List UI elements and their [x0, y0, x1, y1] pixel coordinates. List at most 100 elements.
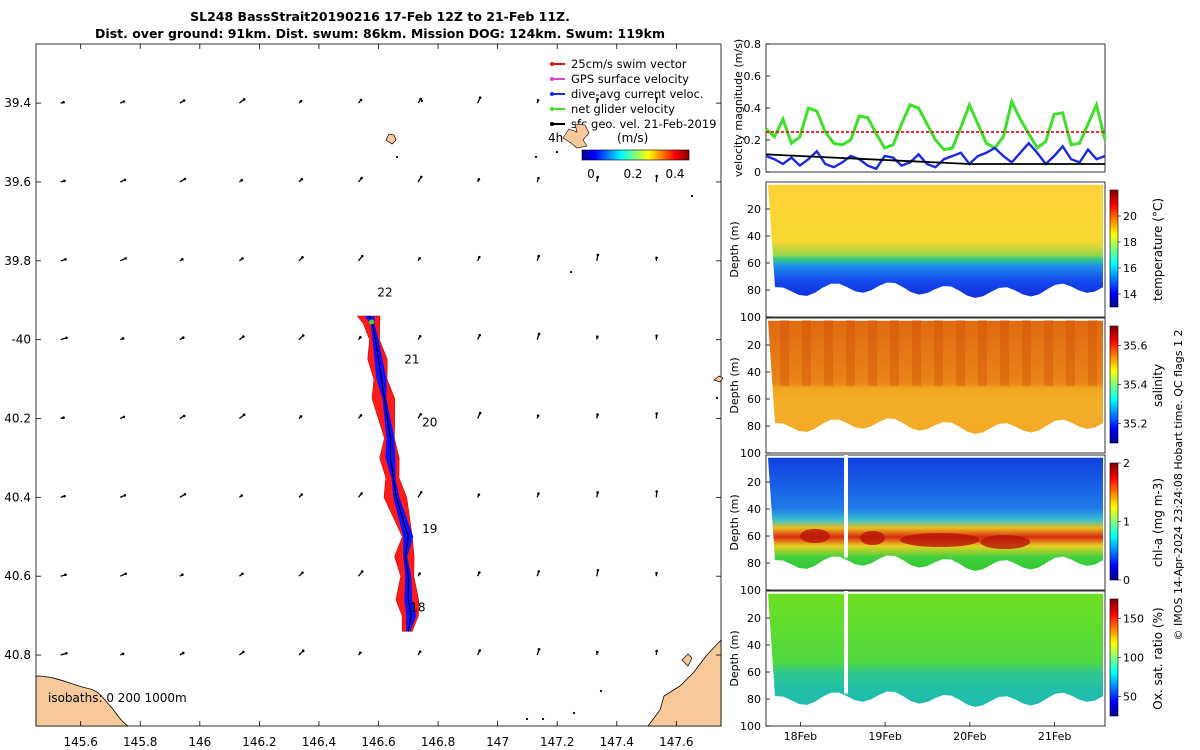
- legend-swatch-head: [550, 92, 554, 96]
- chl-max-patch: [980, 535, 1030, 549]
- vector-arrow-head: [537, 570, 541, 573]
- salinity-profile-stripe: [1000, 320, 1009, 386]
- vector-arrow-head: [63, 179, 66, 183]
- vector-arrow-head: [360, 254, 364, 258]
- colorbar-tick-label: 1: [1123, 516, 1130, 529]
- section-y-tick-label: 80: [747, 693, 761, 706]
- section-y-tick-label: 40: [747, 366, 761, 379]
- colorbar-tick-label: 150: [1123, 613, 1144, 626]
- vector-arrow-head: [301, 256, 304, 259]
- legend-label: GPS surface velocity: [571, 72, 689, 86]
- salinity-profile-stripe: [934, 320, 943, 386]
- vector-arrow-head: [301, 649, 305, 653]
- vector-arrow-head: [65, 651, 68, 655]
- section-data-field: [768, 593, 1103, 707]
- geostrophic-vector-grid: [60, 96, 659, 656]
- velocity-series-line: [765, 153, 1105, 165]
- chl-max-patch: [800, 529, 830, 543]
- vector-arrow-head: [537, 176, 540, 180]
- vector-arrow-head: [64, 573, 67, 577]
- islet-dot: [569, 270, 573, 274]
- map-y-ticks: 39.4 39.6 39.8 -40 40.2 40.4 40.6 40.8: [4, 96, 721, 662]
- land-bottom-right: [647, 638, 722, 727]
- colorbar-ticks: 0 0.2 0.4: [587, 167, 684, 181]
- islet-right: [681, 653, 693, 667]
- legend-label: 25cm/s swim vector: [571, 57, 687, 71]
- vector-arrow-head: [181, 651, 185, 655]
- vector-arrow-head: [478, 333, 482, 337]
- legend-scale-island: [562, 123, 590, 149]
- map-y-tick-label: 40.2: [4, 412, 31, 426]
- vector-arrow-head: [596, 175, 600, 179]
- vector-arrow-head: [242, 650, 245, 654]
- vector-arrow-head: [537, 492, 540, 495]
- vector-arrow-head: [182, 99, 186, 102]
- isobaths-label: isobaths: 0 200 1000m: [48, 691, 187, 705]
- vector-arrow-head: [596, 413, 599, 416]
- velocity-y-tick-label: 0.4: [744, 102, 762, 115]
- section-y-tick-label: 40: [747, 503, 761, 516]
- colorbar-label: salinity: [1151, 364, 1165, 407]
- vector-arrow-head: [62, 100, 65, 104]
- section-y-tick-label: 20: [747, 612, 761, 625]
- vector-arrow-head: [123, 494, 127, 497]
- legend-label: sfc geo. vel. 21-Feb-2019: [571, 117, 717, 131]
- vector-arrow-head: [655, 412, 658, 415]
- vector-arrow-head: [123, 178, 127, 182]
- map-y-tick-label: 39.6: [4, 175, 31, 189]
- colorbar-tick-label: 0: [1123, 574, 1130, 587]
- colorbar-tick-label: 20: [1123, 210, 1137, 223]
- velocity-y-tick-label: 0.6: [744, 70, 762, 83]
- vector-arrow-head: [300, 177, 304, 181]
- track-end-marker: [369, 319, 375, 325]
- map-y-tick-label: -40: [11, 333, 31, 347]
- vector-arrow-head: [596, 650, 599, 654]
- section-x-tick-label: 20Feb: [953, 730, 986, 743]
- day-label: 18: [410, 601, 425, 615]
- figure-title: SL248 BassStrait20190216 17-Feb 12Z to 2…: [0, 8, 760, 42]
- vector-arrow-head: [242, 335, 245, 338]
- colorbar-label: chl-a (mg m-3): [1151, 478, 1165, 567]
- vector-arrow-head: [301, 571, 304, 574]
- vector-arrow-head: [360, 570, 364, 573]
- vector-arrow-head: [241, 257, 244, 260]
- vector-arrow-head: [536, 414, 540, 417]
- colorbar-tick-label: 35.6: [1123, 340, 1148, 353]
- vector-arrow-head: [242, 98, 246, 101]
- colorbar-gradient: [581, 149, 690, 161]
- colorbar-tick-label: 100: [1123, 652, 1144, 665]
- vector-arrow-head: [183, 177, 187, 181]
- vector-arrow-head: [124, 257, 128, 260]
- map-x-tick-label: 147.2: [540, 735, 574, 749]
- vector-arrow-head: [596, 491, 600, 494]
- islet-dot: [534, 155, 538, 159]
- vector-arrow-head: [655, 334, 658, 337]
- day-label: 21: [404, 352, 419, 366]
- vector-arrow-head: [655, 571, 658, 575]
- islet-dot: [541, 717, 545, 721]
- vector-arrow-head: [63, 494, 66, 498]
- islet-east: [713, 375, 724, 383]
- vector-arrow-head: [478, 96, 482, 99]
- section-data-field: [768, 184, 1103, 298]
- colorbar-tick-label: 0.4: [665, 167, 684, 181]
- map-y-tick-label: 39.8: [4, 254, 31, 268]
- colorbar-tick-label: 14: [1123, 288, 1137, 301]
- vector-arrow-head: [418, 334, 422, 338]
- salinity-profile-stripe: [1044, 320, 1053, 386]
- velocity-series: [764, 97, 1107, 171]
- legend-time-label: 4h: [548, 131, 563, 145]
- salinity-profile-stripe: [802, 320, 811, 386]
- chl-max-patch: [900, 533, 980, 547]
- salinity-profile-stripe: [890, 320, 899, 386]
- vector-arrow-head: [240, 178, 244, 182]
- legend-colorbar: 4h (m/s) 0 0.2 0.4: [548, 123, 690, 181]
- day-label: 19: [422, 522, 437, 536]
- section-data-field: [768, 457, 1103, 571]
- section-data-gap: [844, 455, 848, 558]
- vector-arrow-head: [419, 97, 422, 101]
- vector-arrow-head: [181, 336, 185, 339]
- map-x-tick-label: 146.8: [421, 735, 455, 749]
- vector-arrow-head: [419, 175, 423, 179]
- section-ylabel: Depth (m): [728, 630, 741, 686]
